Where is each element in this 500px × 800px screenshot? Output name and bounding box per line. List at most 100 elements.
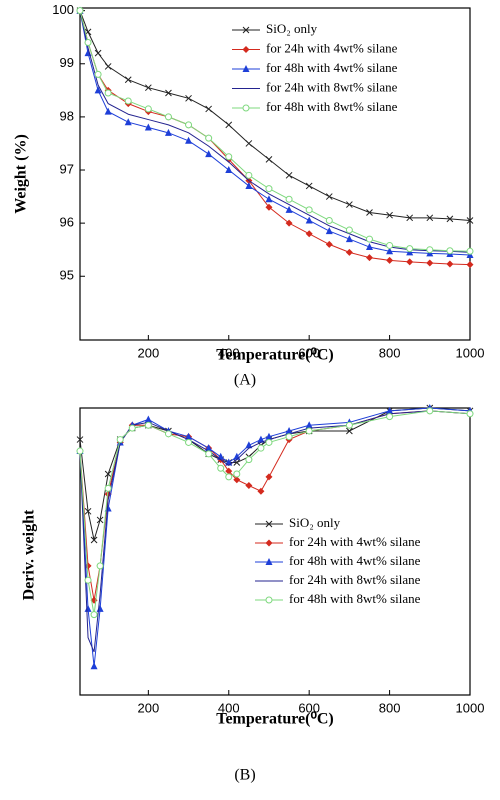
legend-label: for 48h with 8wt% silane: [266, 99, 398, 114]
marker: [233, 470, 241, 478]
marker: [225, 473, 233, 481]
marker: [446, 247, 454, 255]
marker: [366, 209, 373, 216]
marker: [116, 436, 124, 444]
marker: [205, 105, 213, 113]
marker: [185, 94, 192, 102]
marker: [346, 201, 353, 208]
marker: [265, 432, 273, 440]
marker: [90, 611, 98, 619]
marker: [245, 181, 253, 189]
marker: [285, 195, 293, 203]
plot-frame: [79, 407, 471, 696]
marker: [233, 476, 241, 484]
x-axis-label: Temperature(⁰C): [216, 347, 334, 364]
marker: [144, 84, 152, 92]
marker: [426, 214, 434, 222]
marker: [90, 536, 98, 544]
x-tick-label: 800: [379, 345, 401, 360]
marker: [96, 516, 104, 524]
marker: [285, 433, 293, 441]
marker: [305, 182, 313, 190]
marker: [285, 205, 293, 213]
marker: [245, 140, 253, 147]
marker: [205, 450, 213, 458]
legend-label: for 48h with 8wt% silane: [289, 591, 421, 606]
y-tick-label: 95: [60, 268, 74, 283]
y-tick-label: 100: [52, 2, 74, 17]
marker: [386, 241, 394, 249]
marker: [185, 121, 193, 129]
x-tick-label: 800: [379, 700, 401, 715]
marker: [265, 203, 273, 211]
marker: [94, 70, 102, 78]
marker: [346, 427, 353, 435]
marker: [386, 247, 394, 255]
marker: [446, 215, 454, 223]
marker: [104, 470, 112, 478]
marker: [245, 481, 253, 489]
legend-label: for 24h with 4wt% silane: [266, 40, 398, 55]
marker: [144, 123, 152, 131]
marker: [242, 26, 250, 34]
marker: [305, 427, 313, 435]
marker: [426, 246, 434, 254]
marker: [104, 484, 112, 492]
marker: [466, 261, 474, 269]
plot-frame: [79, 7, 471, 341]
marker: [257, 487, 265, 495]
x-tick-label: 400: [218, 700, 240, 715]
y-tick-label: 99: [60, 55, 74, 70]
y-tick-label: 96: [60, 215, 74, 230]
marker: [265, 558, 273, 565]
y-tick-label: 98: [60, 108, 74, 123]
caption: (A): [234, 372, 256, 389]
marker: [265, 520, 273, 528]
x-tick-label: 200: [137, 345, 159, 360]
marker: [285, 171, 293, 179]
marker: [144, 421, 152, 429]
marker: [305, 216, 313, 224]
marker: [96, 604, 104, 612]
marker: [345, 421, 353, 429]
marker: [217, 464, 225, 472]
y-axis-label: Deriv. weight: [21, 509, 38, 600]
x-tick-label: 200: [137, 700, 159, 715]
y-axis-label: Weight (%): [13, 134, 30, 214]
marker: [84, 576, 92, 584]
marker: [305, 230, 313, 238]
marker: [365, 235, 373, 243]
marker: [242, 65, 250, 72]
legend-label: for 24h with 8wt% silane: [289, 572, 421, 587]
x-tick-label: 400: [218, 345, 240, 360]
marker: [325, 216, 333, 224]
marker: [365, 254, 373, 262]
marker: [265, 156, 273, 163]
marker: [305, 421, 313, 429]
marker: [185, 136, 193, 144]
marker: [345, 248, 353, 256]
series-line: [79, 10, 471, 252]
marker: [225, 467, 233, 475]
marker: [205, 444, 213, 452]
marker: [345, 226, 353, 234]
marker: [225, 166, 233, 174]
marker: [406, 214, 414, 222]
x-tick-label: 600: [298, 345, 320, 360]
marker: [94, 86, 102, 94]
marker: [285, 426, 293, 434]
marker: [104, 63, 112, 70]
marker: [165, 89, 172, 97]
marker: [426, 407, 434, 415]
marker: [124, 76, 132, 84]
marker: [265, 473, 273, 481]
series-line: [79, 10, 471, 253]
marker: [205, 150, 213, 158]
marker: [265, 195, 273, 203]
marker: [76, 7, 84, 15]
marker: [386, 413, 394, 421]
caption: (B): [234, 767, 255, 784]
marker: [76, 447, 84, 455]
series-line: [79, 410, 471, 653]
